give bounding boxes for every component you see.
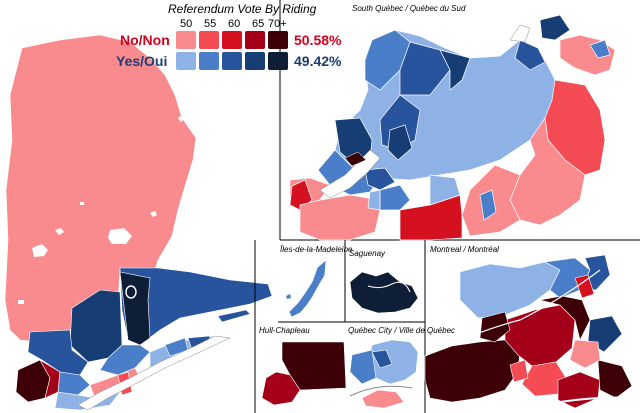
yes-swatch-1 [199,52,219,70]
lake-manicouagan [125,285,137,299]
mtl-longueuil[interactable] [569,339,601,369]
yes-swatch-3 [245,52,265,70]
legend-tick-50: 50 [180,18,192,30]
sq-laurentides-nord[interactable] [364,29,411,91]
sq-beauce[interactable] [509,117,586,226]
sq-trois-rivieres[interactable] [364,167,396,191]
sq-laval[interactable] [387,124,413,161]
inset-title-south: South Québec / Québec du Sud [352,4,466,13]
legend-ticks: 50 55 60 65 70+ [180,18,287,30]
no-label: No/Non [120,32,170,48]
mtl-river [429,396,637,407]
no-percent: 50.58% [294,32,342,48]
lake [150,211,157,217]
yes-swatch-0 [176,52,196,70]
riding-charlevoix[interactable] [99,344,151,376]
saguenay-inset: Saguenay [349,240,426,413]
inset-title-iles: Îles-de-la-Madeleine [280,245,353,254]
saguenay-riding[interactable] [349,271,419,314]
quebec-city-inset: Québec City / Ville de Québec [348,326,455,409]
hull-riding-west[interactable] [261,371,301,406]
yes-percent: 49.42% [294,53,342,69]
lake [18,300,24,304]
hull-inset: Hull-Chapleau [254,240,347,413]
inset-title-hull: Hull-Chapleau [259,326,310,335]
sq-cote-nord[interactable] [539,14,571,41]
lake [178,115,184,122]
saguenay-river [367,281,411,293]
inset-title-montreal: Montreal / Montréal [430,245,499,254]
qc-centre[interactable] [371,349,393,369]
qc-charlesbourg[interactable] [349,349,377,385]
sq-charlevoix[interactable] [514,39,546,71]
no-swatch-0 [176,31,196,49]
mtl-west[interactable] [424,339,521,403]
yes-swatch-2 [222,52,242,70]
mtl-south-shore[interactable] [557,371,601,409]
legend-title: Referendum Vote By Riding [168,2,317,16]
iles-inset: Îles-de-la-Madeleine [278,240,425,323]
iles-islands[interactable] [289,260,326,317]
legend: Referendum Vote By Riding 50 55 60 65 70… [116,2,342,70]
no-swatch-4 [268,31,288,49]
lake [80,202,84,205]
province-map [4,34,273,411]
no-swatch-1 [199,31,219,49]
legend-tick-60: 60 [228,18,240,30]
sq-montreal-island[interactable] [344,151,367,167]
mtl-east[interactable] [539,295,591,341]
inset-title-saguenay: Saguenay [349,249,386,258]
st-lawrence-river [77,335,231,411]
iles-islet[interactable] [286,294,291,299]
sq-river [319,149,381,199]
legend-tick-65: 65 [252,18,264,30]
yes-label: Yes/Oui [116,53,167,69]
anticosti-island[interactable] [217,309,251,323]
qc-river [349,385,413,397]
riding-laurentides[interactable] [57,371,91,396]
legend-tick-55: 55 [204,18,216,30]
mtl-outline [424,269,601,357]
lake [108,228,132,244]
sq-hautes-laurentides[interactable] [439,49,471,91]
yes-swatch-4 [268,52,288,70]
legend-tick-70: 70+ [268,18,287,30]
sq-vaudreuil[interactable] [299,194,381,241]
sq-drummond[interactable] [479,189,497,221]
qc-levis[interactable] [361,389,405,409]
mtl-hochelaga[interactable] [574,274,595,299]
mtl-verdun[interactable] [509,359,529,383]
sq-nicolet[interactable] [429,174,461,206]
yes-swatches [176,52,288,70]
mtl-far-east[interactable] [597,359,633,399]
sq-richelieu[interactable] [379,184,411,211]
lake [55,228,64,235]
sq-rimouski[interactable] [589,39,611,59]
south-quebec-inset: South Québec / Québec du Sud [279,0,640,241]
lake [32,244,48,257]
no-swatch-3 [245,31,265,49]
riding-gatineau[interactable] [39,359,61,399]
no-swatches [176,31,288,49]
sq-river-north [509,24,531,43]
mtl-centre[interactable] [504,304,576,367]
no-swatch-2 [222,31,242,49]
sq-shefford[interactable] [367,189,381,211]
montreal-inset: Montreal / Montréal [424,245,637,409]
inset-title-quebec-city: Québec City / Ville de Québec [348,326,455,335]
riding-manicouagan[interactable] [119,271,151,346]
